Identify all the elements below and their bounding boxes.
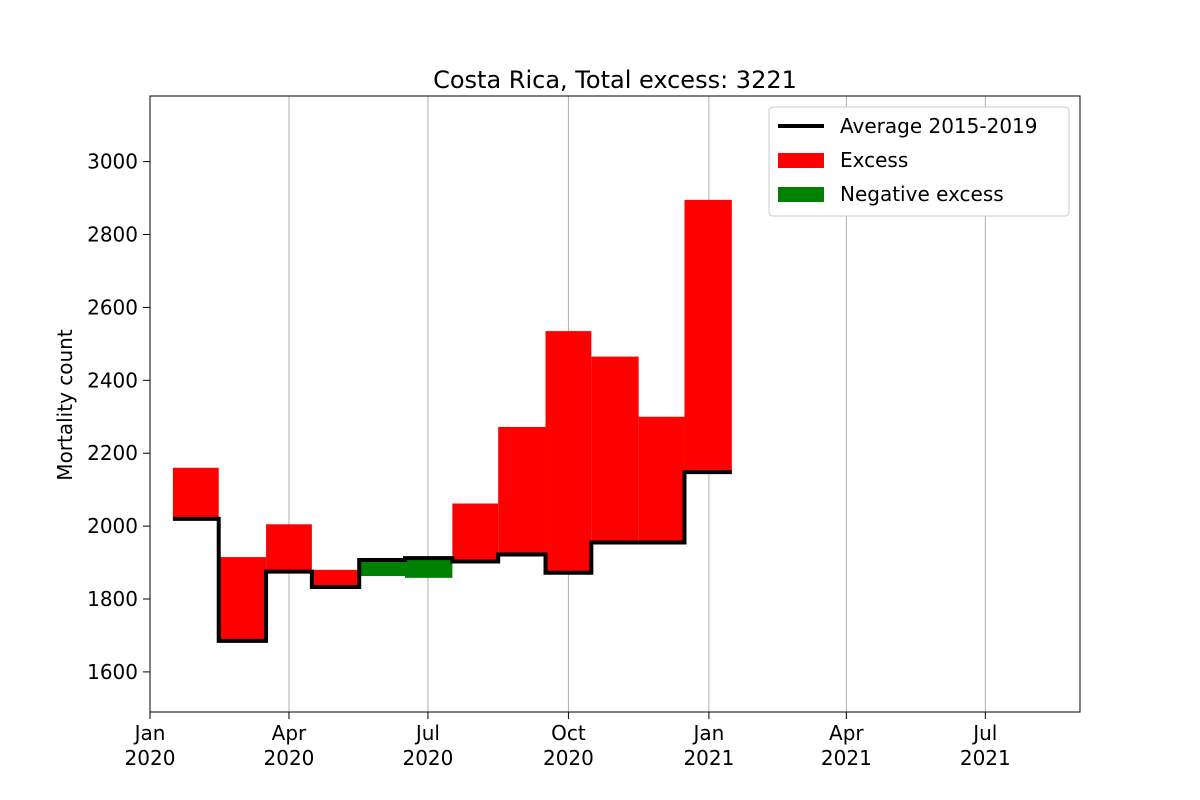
x-tick-label-year: 2020 [543, 746, 594, 770]
x-tick-label-month: Jan [691, 721, 724, 745]
y-axis-ticks: 1600 1800 2000 2200 2400 2600 2800 3000 [87, 150, 150, 684]
plot-frame [149, 95, 1081, 713]
legend: Average 2015-2019 Excess Negative excess [768, 106, 1070, 217]
excess-bar [266, 524, 312, 572]
excess-bar [311, 569, 360, 587]
x-tick-label-year: 2020 [264, 746, 315, 770]
x-tick-label-year: 2021 [960, 746, 1011, 770]
x-tick-label-year: 2021 [821, 746, 872, 770]
y-tick-label: 3000 [87, 150, 138, 174]
x-tick-label-month: Jan [133, 721, 166, 745]
baseline-line [172, 470, 732, 643]
y-tick-label: 2200 [87, 441, 138, 465]
legend-label: Negative excess [840, 182, 1004, 206]
excess-bar [638, 416, 685, 543]
excess-bar [591, 356, 639, 543]
excess-bar [545, 331, 592, 573]
chart-title: Costa Rica, Total excess: 3221 [433, 66, 797, 94]
legend-label: Excess [840, 148, 908, 172]
x-tick-label-year: 2020 [125, 746, 176, 770]
x-tick-label-month: Oct [551, 721, 586, 745]
y-tick-label: 2400 [87, 368, 138, 392]
y-tick-label: 2800 [87, 223, 138, 247]
y-axis-label: Mortality count [53, 329, 77, 481]
excess-bar [452, 503, 499, 562]
negative-excess-bar [405, 558, 453, 578]
x-tick-label-year: 2020 [402, 746, 453, 770]
negative-excess-bar [359, 560, 406, 577]
x-axis-ticks: Jan2020Apr2020Jul2020Oct2020Jan2021Apr20… [125, 712, 1011, 770]
excess-bars [172, 199, 732, 641]
x-tick-label-month: Jul [414, 721, 440, 745]
excess-bar [218, 557, 267, 641]
legend-box [768, 106, 1070, 217]
legend-swatch-negative-excess [778, 187, 824, 202]
y-tick-label: 2600 [87, 295, 138, 319]
x-tick-label-month: Apr [829, 721, 864, 745]
excess-bar [172, 467, 219, 519]
excess-bar [684, 199, 732, 473]
y-tick-label: 2000 [87, 514, 138, 538]
y-tick-label: 1600 [87, 660, 138, 684]
x-tick-label-month: Apr [272, 721, 307, 745]
baseline-step-line [172, 470, 732, 643]
y-tick-label: 1800 [87, 587, 138, 611]
legend-label: Average 2015-2019 [840, 114, 1038, 138]
x-tick-label-year: 2021 [683, 746, 734, 770]
x-tick-label-month: Jul [971, 721, 997, 745]
legend-swatch-excess [778, 153, 824, 168]
excess-bar [498, 426, 546, 555]
